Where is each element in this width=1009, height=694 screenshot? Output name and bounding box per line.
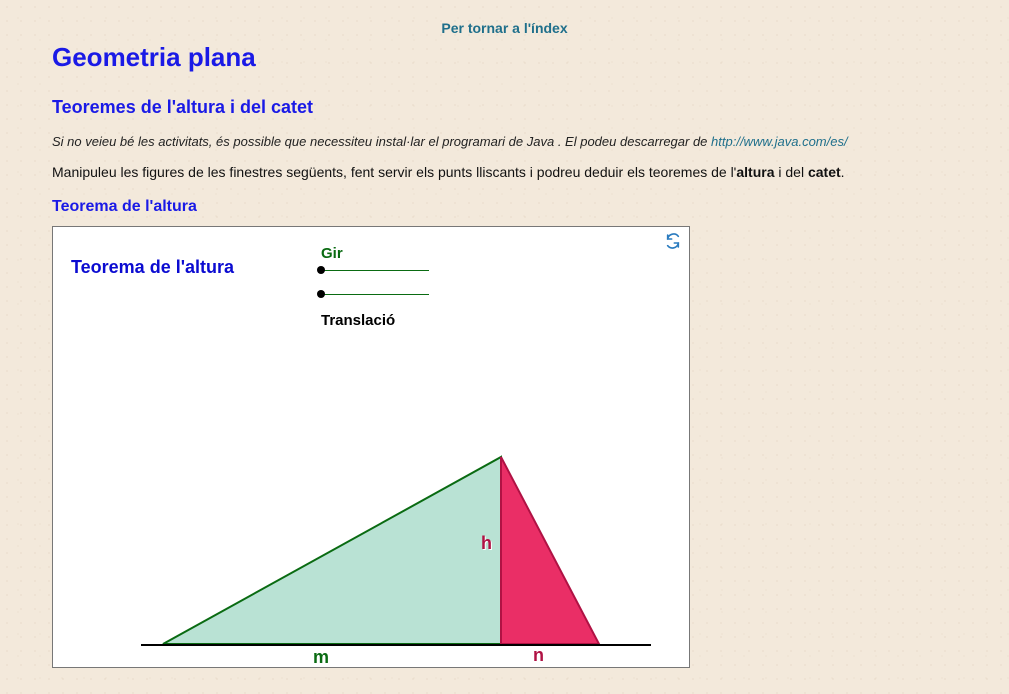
instructions-end: . (841, 164, 845, 180)
instructions-bold-altura: altura (736, 164, 774, 180)
subsection-title: Teorema de l'altura (52, 198, 957, 216)
instructions: Manipuleu les figures de les finestres s… (52, 163, 957, 182)
slider-track (321, 270, 429, 272)
applet-title: Teorema de l'altura (71, 257, 234, 278)
slider-label-gir: Gir (321, 245, 481, 262)
index-link[interactable]: Per tornar a l'índex (52, 20, 957, 36)
slider-handle[interactable] (317, 266, 325, 274)
instructions-mid: i del (774, 164, 807, 180)
label-m: m (313, 647, 329, 667)
triangle-right (501, 457, 599, 644)
label-n: n (533, 645, 544, 665)
java-note-text: Si no veieu bé les activitats, és possib… (52, 134, 711, 149)
slider-handle[interactable] (317, 290, 325, 298)
slider-label-translacio: Translació (321, 312, 481, 329)
slider-group: Gir Translació (321, 245, 481, 329)
instructions-pre: Manipuleu les figures de les finestres s… (52, 164, 736, 180)
instructions-bold-catet: catet (808, 164, 841, 180)
java-download-link[interactable]: http://www.java.com/es/ (711, 134, 848, 149)
page-content: Per tornar a l'índex Geometria plana Teo… (0, 0, 1009, 668)
geogebra-applet-frame: Teorema de l'altura Gir Translació h h m… (52, 226, 690, 668)
page-title: Geometria plana (52, 42, 957, 73)
triangle-left (163, 457, 501, 644)
refresh-icon[interactable] (665, 233, 681, 249)
label-h: h (481, 533, 492, 553)
slider-track (321, 294, 429, 296)
slider-translacio[interactable] (321, 288, 429, 302)
slider-gir[interactable] (321, 264, 429, 278)
label-h-shadow: h (482, 534, 493, 554)
section-title: Teoremes de l'altura i del catet (52, 97, 957, 118)
java-install-note: Si no veieu bé les activitats, és possib… (52, 134, 957, 149)
